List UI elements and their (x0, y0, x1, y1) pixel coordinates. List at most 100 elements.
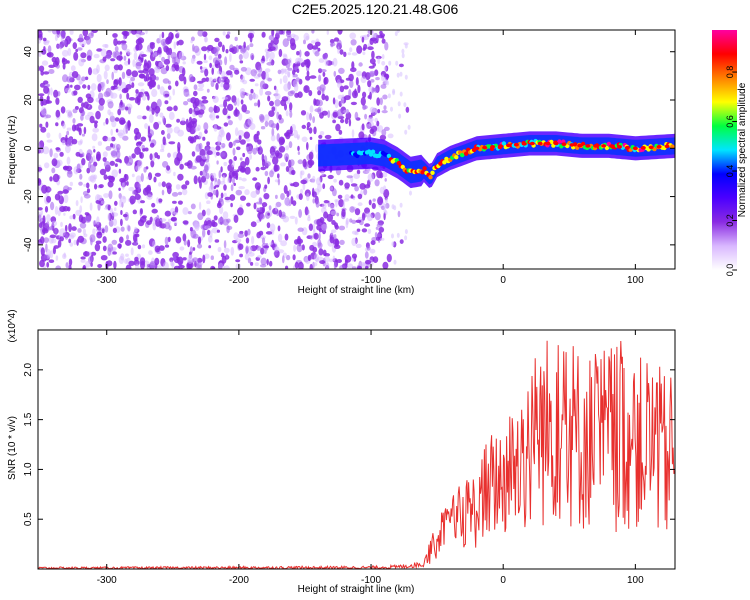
spectrogram-speckle (350, 183, 358, 187)
x-tick-label: 100 (627, 575, 644, 586)
spectrogram-speckle (56, 30, 61, 35)
spectrogram-speckle (193, 84, 198, 91)
spectrogram-speckle (259, 80, 266, 90)
spectrogram-speckle (306, 70, 310, 77)
spectrogram-speckle (355, 219, 362, 223)
spectrogram-speckle (297, 227, 304, 232)
spectrogram-speckle (182, 188, 188, 196)
spectrogram-speckle (134, 146, 141, 155)
spectrogram-speckle (241, 104, 247, 113)
spectrogram-speckle (89, 202, 93, 211)
spectrogram-speckle (235, 259, 241, 263)
spectrogram-speckle (162, 78, 170, 84)
spectrogram-speckle (112, 227, 117, 234)
spectrogram-speckle (54, 193, 61, 201)
spectrogram-speckle (158, 34, 162, 43)
spectrogram-speckle (134, 256, 139, 262)
spectrogram-speckle (401, 48, 405, 54)
spectrogram-speckle (294, 216, 298, 225)
spectrogram-speckle (399, 71, 403, 77)
spectrogram-speckle (264, 58, 269, 62)
spectrogram-speckle (146, 184, 151, 192)
spectrogram-speckle (50, 87, 53, 96)
x-tick-label: -300 (97, 575, 117, 586)
spectrogram-speckle (173, 220, 178, 226)
spectrogram-speckle (377, 196, 384, 206)
spectrogram-speckle (397, 101, 401, 107)
ridge-point (460, 152, 465, 158)
spectrogram-speckle (272, 156, 279, 165)
spectrogram-speckle (333, 70, 337, 77)
spectrogram-speckle (236, 97, 240, 107)
spectrogram-speckle (407, 124, 411, 130)
spectrogram-speckle (286, 32, 292, 38)
spectrogram-speckle (170, 67, 176, 72)
spectrogram-speckle (216, 229, 220, 233)
spectrogram-speckle (120, 226, 125, 232)
spectrogram-speckle (381, 54, 385, 60)
spectrogram-speckle (303, 32, 310, 41)
spectrogram-speckle (40, 106, 47, 116)
spectrogram-speckle (259, 198, 263, 205)
ridge-peak (593, 144, 599, 148)
spectrogram-speckle (306, 112, 310, 121)
spectrogram-speckle (399, 91, 403, 97)
spectrogram-speckle (383, 77, 387, 82)
spectrogram-speckle (137, 82, 145, 87)
spectrogram-speckle (335, 199, 338, 208)
spectrogram-speckle (160, 67, 168, 75)
spectrogram-speckle (127, 106, 132, 115)
spectrogram-speckle (177, 256, 184, 266)
spectrogram-speckle (59, 236, 64, 242)
spectrogram-speckle (250, 88, 254, 94)
spectrogram-speckle (153, 121, 160, 130)
ridge-peak (585, 144, 591, 148)
spectrogram-speckle (361, 228, 368, 233)
spectrogram-speckle (365, 259, 372, 265)
spectrogram-speckle (314, 41, 321, 47)
spectrogram-speckle (118, 187, 121, 191)
spectrogram-speckle (78, 127, 82, 136)
spectrogram-speckle (48, 64, 55, 69)
spectrogram-speckle (264, 170, 269, 177)
spectrogram-speckle (333, 261, 337, 269)
spectrogram-speckle (152, 240, 156, 248)
spectrogram-speckle (298, 193, 303, 201)
spectrogram-speckle (95, 199, 101, 204)
spectrogram-speckle (63, 194, 69, 204)
ridge-point (386, 153, 392, 159)
x-tick-label: -200 (229, 275, 249, 286)
snr-y-multiplier: (x10^4) (7, 309, 18, 342)
spectrogram-speckle (49, 148, 53, 158)
spectrogram-speckle (296, 238, 304, 244)
spectrogram-speckle (398, 63, 404, 68)
spectrogram-speckle (69, 181, 74, 187)
spectrogram-speckle (148, 135, 152, 142)
spectrogram-speckle (72, 213, 76, 220)
spectrogram-speckle (337, 94, 343, 100)
spectrogram-speckle (97, 141, 103, 146)
spectrogram-speckle (48, 69, 55, 74)
spectrogram-speckle (367, 116, 374, 123)
spectrogram-speckle (227, 115, 231, 119)
spectrogram-speckle (92, 127, 99, 133)
spectrogram-speckle (338, 129, 343, 135)
spectrogram-speckle (293, 244, 297, 252)
spectrogram-speckle (274, 105, 277, 114)
spectrogram-speckle (338, 179, 344, 186)
spectrogram-speckle (182, 67, 186, 77)
spectrogram-speckle (72, 108, 78, 114)
spectrogram-speckle (322, 249, 327, 256)
spectrogram-speckle (201, 99, 209, 104)
spectrogram-speckle (76, 163, 81, 173)
spectrogram-speckle (107, 247, 112, 256)
spectrogram-speckle (342, 200, 346, 208)
spectrogram-speckle (134, 193, 141, 200)
spectrogram-speckle (263, 193, 270, 200)
spectrogram-speckle (234, 127, 239, 137)
spectrogram-speckle (43, 40, 50, 46)
spectrogram-speckle (344, 194, 350, 201)
spectrogram-speckle (159, 86, 165, 95)
spectrogram-speckle (343, 109, 350, 114)
